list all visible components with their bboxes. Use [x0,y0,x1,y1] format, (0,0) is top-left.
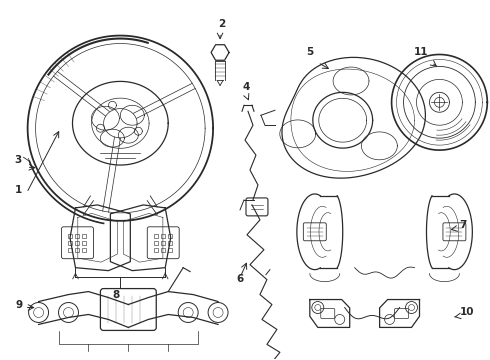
Text: 8: 8 [112,289,120,300]
Text: 7: 7 [460,220,467,230]
Text: 6: 6 [236,274,243,284]
Text: 5: 5 [306,48,313,58]
Text: 11: 11 [414,48,428,58]
Text: 4: 4 [242,82,249,93]
Text: 9: 9 [16,300,23,310]
Text: 2: 2 [218,19,225,28]
Text: 10: 10 [460,307,474,318]
Text: 1: 1 [15,185,22,195]
Text: 3: 3 [15,155,22,165]
